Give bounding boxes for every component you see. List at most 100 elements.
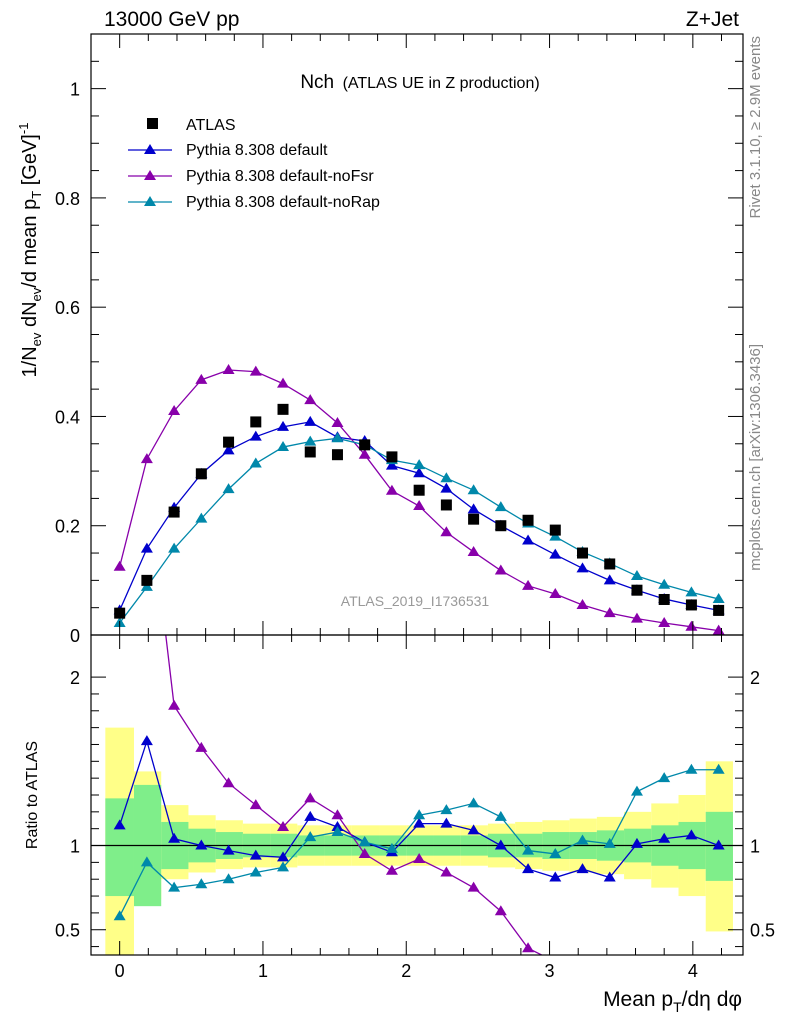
series-point-nofsr-11 [413,500,426,511]
plot-subtitle: (ATLAS UE in Z production) [343,75,540,92]
series-point-nofsr-1 [140,453,153,464]
ratio-point-default-15 [522,863,535,874]
ratio-point-default-1 [140,735,153,746]
series-line-default [119,421,719,612]
series-point-default-16 [549,548,562,559]
series-point-nofsr-12 [440,526,453,537]
series-point-norap-12 [440,472,453,483]
ratio-point-norap-16 [549,847,562,858]
ratio-point-nofsr-17 [577,957,589,967]
y-label-unit: [GeV] [19,134,41,191]
y-tick-label-0: 0 [70,626,80,646]
x-tick-label-3: 3 [545,961,555,981]
x-label-prefix: Mean p [603,988,673,1011]
series-point-nofsr-13 [467,545,480,556]
ratio-point-default-19 [630,837,643,848]
series-point-norap-3 [195,512,208,523]
data-point-9 [359,439,371,451]
ratio-point-norap-14 [494,810,507,821]
ratio-panel-frame [90,634,744,956]
energy-label: 13000 GeV pp [104,8,239,31]
y-label-mid2: /d mean p [19,199,41,288]
ratio-point-norap-13 [467,797,480,808]
ratio-point-norap-15 [522,844,535,855]
ratio-point-nofsr-22 [713,968,725,978]
series-point-norap-6 [277,441,290,452]
series-point-nofsr-6 [277,377,290,388]
y-label-prefix: 1/N [19,346,41,377]
ratio-point-default-11 [413,817,426,828]
data-point-20 [658,593,670,605]
y-tick-label-3: 0.6 [55,298,80,318]
series-point-norap-8 [331,432,344,443]
ratio-point-norap-2 [168,881,181,892]
y-axis-label: 1/Nev dNev/d mean pT [GeV]-1 [16,123,44,378]
series-point-norap-20 [658,578,671,589]
ratio-point-norap-9 [358,836,371,847]
data-point-19 [631,584,643,596]
ratio-point-default-12 [440,817,453,828]
data-point-4 [223,436,235,448]
y-tick-label-1: 0.2 [55,517,80,537]
ratio-point-default-8 [331,821,344,831]
ratio-point-nofsr-0 [114,486,126,496]
series-point-nofsr-10 [385,484,398,495]
series-point-default-6 [277,420,290,431]
series-point-nofsr-19 [630,612,643,623]
ratio-point-norap-21 [685,763,698,774]
ratio-tick-label-right-2: 2 [750,668,760,688]
main-panel-series [113,364,725,635]
y-label-sub-t: T [29,191,44,199]
ratio-point-norap-4 [222,873,235,884]
ratio-point-norap-6 [277,861,290,872]
legend-marker-norap [144,196,156,206]
data-point-3 [195,468,207,480]
y-label-sub-ev: ev [29,332,44,346]
series-point-default-13 [467,503,480,514]
series-point-norap-19 [630,569,643,580]
x-label-suffix: /dη dφ [682,988,742,1011]
ratio-point-norap-17 [576,834,589,845]
legend-marker-nofsr [144,170,156,180]
ratio-point-nofsr-3 [195,741,208,752]
ratio-point-default-17 [576,863,589,874]
series-point-norap-14 [494,501,507,512]
series-point-default-4 [222,444,235,455]
legend-label-default: Pythia 8.308 default [186,142,328,159]
series-point-norap-16 [549,530,562,541]
rivet-label: Rivet 3.1.10, ≥ 2.9M events [747,36,764,219]
ratio-point-norap-11 [413,809,426,820]
ratio-point-default-4 [222,844,235,855]
series-point-default-18 [603,574,616,585]
ratio-point-default-22 [712,839,725,850]
ratio-point-norap-20 [658,772,671,783]
legend-label-atlas: ATLAS [186,117,236,134]
ratio-point-nofsr-5 [249,799,262,810]
series-point-nofsr-21 [685,620,698,631]
ratio-point-norap-5 [249,866,262,877]
ratio-point-nofsr-8 [331,809,344,820]
plot-title: Nch (ATLAS UE in Z production) [300,72,539,93]
data-point-21 [685,599,697,611]
series-point-default-12 [440,482,453,493]
data-point-12 [440,499,452,511]
legend: ATLAS Pythia 8.308 default Pythia 8.308 … [128,117,380,211]
ratio-uncertainty-bands [91,727,743,955]
x-tick-label-0: 0 [115,961,125,981]
ratio-tick-label-right-0: 0.5 [750,921,775,941]
series-point-norap-4 [222,483,235,494]
ratio-point-norap-1 [140,856,153,867]
series-point-nofsr-14 [494,564,507,575]
ratio-y-axis-label: Ratio to ATLAS [24,741,41,849]
x-tick-label-2: 2 [401,961,411,981]
legend-label-norap: Pythia 8.308 default-noRap [186,194,380,211]
analysis-label: ATLAS_2019_I1736531 [341,593,490,609]
y-tick-label-2: 0.4 [55,407,80,427]
ratio-point-norap-18 [603,837,616,848]
series-point-norap-13 [467,484,480,495]
ratio-point-norap-3 [195,878,208,889]
series-point-norap-2 [168,542,181,553]
series-point-nofsr-8 [331,417,344,428]
series-point-default-7 [304,415,317,426]
ratio-point-default-0 [113,819,126,830]
